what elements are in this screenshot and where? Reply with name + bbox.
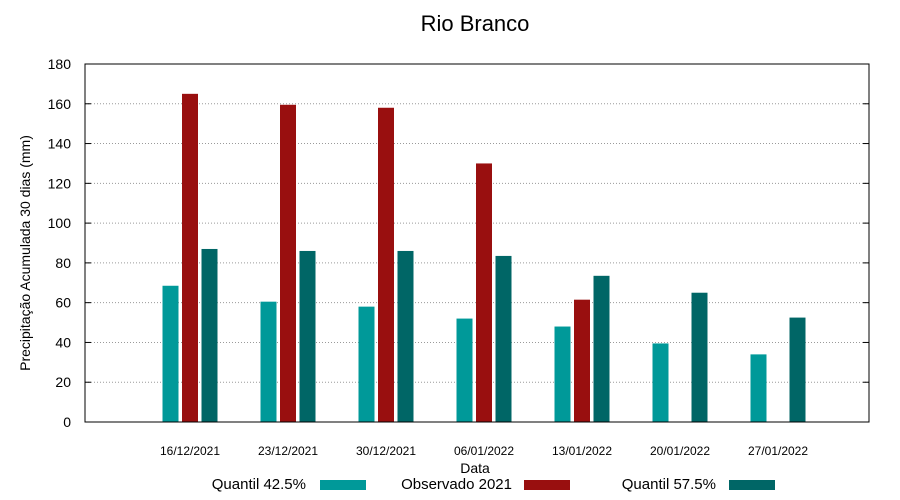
bar-1 <box>260 301 277 422</box>
legend-swatch <box>320 480 366 490</box>
bar-2 <box>574 299 590 422</box>
bar-1 <box>456 318 473 422</box>
bar-1 <box>554 326 571 422</box>
bar-1 <box>358 306 375 422</box>
y-tick-label: 140 <box>48 136 72 152</box>
bar-3 <box>495 255 512 422</box>
bar-2 <box>476 163 492 422</box>
bar-3 <box>593 275 610 422</box>
legend-label: Observado 2021 <box>401 476 512 493</box>
bar-2 <box>182 93 198 422</box>
x-axis-label: Data <box>460 460 490 476</box>
y-ticks: 0 20 40 60 80 100 120 140 160 180 <box>48 56 869 430</box>
plot-frame <box>84 63 870 423</box>
legend: Quantil 42.5% Observado 2021 Quantil 57.5% <box>212 476 775 493</box>
bar-3 <box>397 250 414 422</box>
bar-1 <box>162 285 179 422</box>
y-axis-label: Precipitação Acumulada 30 dias (mm) <box>17 135 33 371</box>
x-tick-label: 23/12/2021 <box>258 444 318 458</box>
y-tick-label: 60 <box>55 295 71 311</box>
y-tick-label: 160 <box>48 96 72 112</box>
legend-label: Quantil 57.5% <box>622 476 716 493</box>
y-tick-label: 40 <box>55 334 71 350</box>
bar-3 <box>201 248 218 422</box>
bar-2 <box>378 107 394 422</box>
legend-swatch <box>729 480 775 490</box>
x-tick-label: 13/01/2022 <box>552 444 612 458</box>
bar-1 <box>652 343 669 422</box>
x-tick-label: 16/12/2021 <box>160 444 220 458</box>
y-tick-label: 0 <box>63 414 71 430</box>
y-tick-label: 120 <box>48 175 72 191</box>
bars <box>162 93 806 423</box>
x-tick-label: 20/01/2022 <box>650 444 710 458</box>
y-tick-label: 100 <box>48 215 72 231</box>
x-tick-label: 06/01/2022 <box>454 444 514 458</box>
x-tick-label: 27/01/2022 <box>748 444 808 458</box>
legend-swatch <box>524 480 570 490</box>
bar-3 <box>691 292 708 422</box>
bar-3 <box>299 250 316 422</box>
bar-1 <box>750 354 767 422</box>
chart-title: Rio Branco <box>421 11 530 36</box>
x-tick-label: 30/12/2021 <box>356 444 416 458</box>
bar-2 <box>280 104 296 423</box>
y-tick-label: 20 <box>55 374 71 390</box>
legend-label: Quantil 42.5% <box>212 476 306 493</box>
y-tick-label: 180 <box>48 56 72 72</box>
y-tick-label: 80 <box>55 255 71 271</box>
x-ticks: 16/12/2021 23/12/2021 30/12/2021 06/01/2022… <box>160 444 808 458</box>
bar-3 <box>789 317 806 422</box>
